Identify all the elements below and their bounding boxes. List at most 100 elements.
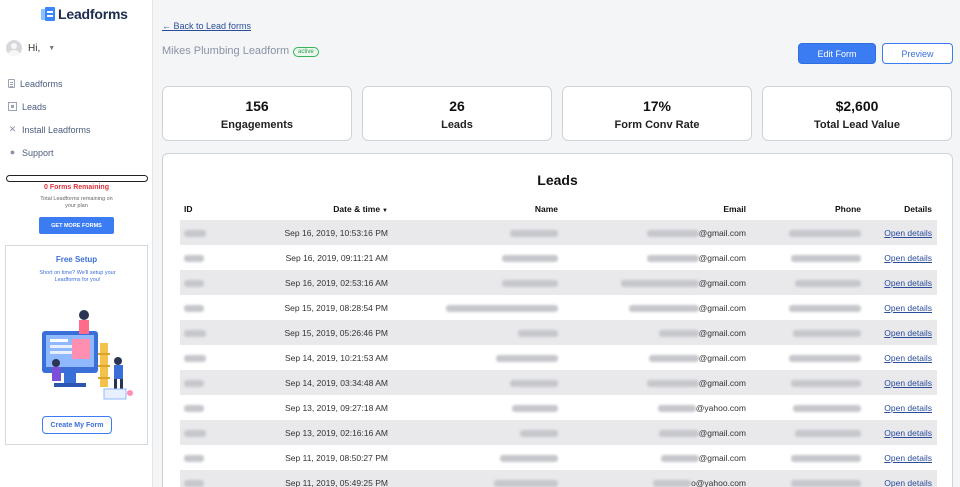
lead-date: Sep 11, 2019, 08:50:27 PM [285, 452, 388, 463]
lead-id [180, 470, 240, 487]
open-details-link[interactable]: Open details [884, 277, 932, 288]
lead-date: Sep 13, 2019, 09:27:18 AM [284, 402, 388, 413]
sidebar-item-label: Support [22, 147, 54, 158]
lead-phone [746, 420, 861, 445]
lead-id [180, 295, 240, 320]
stat-label: Engagements [220, 119, 294, 131]
sidebar-item-label: Leadforms [20, 78, 63, 89]
sidebar: Leadforms Hi, ▼ Leadforms Leads ✕ Instal… [0, 0, 153, 487]
column-header-date[interactable]: Date & time ▼ [240, 198, 390, 220]
lead-details: Open details [861, 420, 937, 445]
lead-phone [746, 245, 861, 270]
open-details-link[interactable]: Open details [884, 477, 932, 487]
lead-name [390, 345, 558, 370]
lead-email: @gmail.com [558, 420, 746, 445]
open-details-link[interactable]: Open details [884, 427, 932, 438]
column-header-name: Name [534, 204, 558, 214]
lead-email: @gmail.com [558, 245, 746, 270]
sidebar-item-install[interactable]: ✕ Install Leadforms [8, 118, 91, 141]
setup-illustration-icon [42, 310, 133, 400]
lead-email: @gmail.com [558, 345, 746, 370]
lead-date: Sep 14, 2019, 03:34:48 AM [284, 377, 388, 388]
stat-value: 156 [245, 98, 269, 114]
lead-details: Open details [861, 445, 937, 470]
open-details-link[interactable]: Open details [884, 452, 932, 463]
table-row: Sep 11, 2019, 08:50:27 PM @gmail.com Open … [180, 445, 937, 470]
lead-date: Sep 15, 2019, 05:26:46 PM [284, 327, 389, 338]
lead-name [390, 470, 558, 487]
setup-text-body: Short on time? We'll setup your Leadform… [39, 270, 116, 283]
table-row: Sep 14, 2019, 10:21:53 AM @gmail.com Open … [180, 345, 937, 370]
column-header-email: Email [723, 204, 746, 214]
lead-phone [746, 395, 861, 420]
stat-label: Total Lead Value [814, 119, 900, 131]
open-details-link[interactable]: Open details [884, 327, 932, 338]
sidebar-nav: Leadforms Leads ✕ Install Leadforms ● Su… [8, 72, 91, 164]
open-details-link[interactable]: Open details [884, 227, 932, 238]
table-row: Sep 13, 2019, 02:16:16 AM @gmail.com Open … [180, 420, 937, 445]
setup-text: Short on time? We'll setup your Leadform… [16, 270, 139, 284]
lead-name [390, 395, 558, 420]
stat-value: 17% [642, 98, 672, 114]
table-row: Sep 15, 2019, 05:26:46 PM @gmail.com Open … [180, 320, 937, 345]
stat-value: $2,600 [835, 98, 879, 114]
lead-details: Open details [861, 395, 937, 420]
lead-details: Open details [861, 345, 937, 370]
open-details-link[interactable]: Open details [884, 252, 932, 263]
lead-name [390, 295, 558, 320]
leadforms-logo-icon [41, 7, 55, 21]
lead-details: Open details [861, 295, 937, 320]
stat-label: Form Conv Rate [614, 119, 700, 131]
lead-details: Open details [861, 270, 937, 295]
stat-card-lead-value: $2,600 Total Lead Value [762, 86, 952, 141]
open-details-link[interactable]: Open details [884, 377, 932, 388]
lead-email: @gmail.com [558, 370, 746, 395]
stat-card-leads: 26 Leads [362, 86, 552, 141]
lead-id [180, 445, 240, 470]
column-header-phone: Phone [835, 204, 861, 214]
lead-email: @gmail.com [558, 445, 746, 470]
stat-card-conv-rate: 17% Form Conv Rate [562, 86, 752, 141]
user-menu[interactable]: Hi, ▼ [6, 40, 55, 56]
edit-form-button[interactable]: Edit Form [798, 43, 876, 64]
lead-id [180, 370, 240, 395]
table-row: Sep 16, 2019, 10:53:16 PM @gmail.com Open … [180, 220, 937, 245]
lead-date: Sep 16, 2019, 10:53:16 PM [284, 227, 389, 238]
sidebar-item-leadforms[interactable]: Leadforms [8, 72, 91, 95]
sidebar-item-leads[interactable]: Leads [8, 95, 91, 118]
lead-email-domain: o@yahoo.com [691, 477, 746, 487]
forms-remaining: 0 Forms Remaining [44, 184, 109, 191]
lead-email: @gmail.com [558, 270, 746, 295]
lead-id [180, 270, 240, 295]
lead-details: Open details [861, 470, 937, 487]
lead-id [180, 220, 240, 245]
column-header-id: ID [184, 204, 193, 214]
forms-note: Total Leadforms remaining on your plan [0, 196, 153, 210]
lead-name [390, 270, 558, 295]
chevron-down-icon: ▼ [48, 44, 56, 52]
leads-table: ID Date & time ▼ Name Email Phone Details… [180, 198, 937, 487]
open-details-link[interactable]: Open details [884, 352, 932, 363]
lead-phone [746, 370, 861, 395]
page-title: Mikes Plumbing Leadform [162, 45, 290, 57]
lead-date: Sep 16, 2019, 09:11:21 AM [285, 252, 388, 263]
lead-email-domain: @gmail.com [698, 377, 746, 388]
lead-email-domain: @gmail.com [698, 352, 746, 363]
lead-id [180, 395, 240, 420]
table-row: Sep 11, 2019, 05:49:25 PM o@yahoo.com Open… [180, 470, 937, 487]
chat-icon: ● [9, 147, 16, 157]
preview-button[interactable]: Preview [882, 43, 953, 64]
lead-email-domain: @yahoo.com [695, 402, 746, 413]
sidebar-item-support[interactable]: ● Support [8, 141, 91, 164]
open-details-link[interactable]: Open details [884, 402, 932, 413]
get-more-forms-button[interactable]: GET MORE FORMS [39, 217, 114, 234]
create-my-form-button[interactable]: Create My Form [42, 416, 112, 434]
document-icon [8, 79, 15, 88]
open-details-link[interactable]: Open details [884, 302, 932, 313]
lead-details: Open details [861, 320, 937, 345]
lead-email-domain: @gmail.com [698, 452, 746, 463]
lead-phone [746, 470, 861, 487]
leads-table-body: Sep 16, 2019, 10:53:16 PM @gmail.com Open … [180, 220, 937, 487]
back-to-lead-forms-link[interactable]: ← Back to Lead forms [162, 21, 252, 31]
brand-logo[interactable]: Leadforms [41, 6, 128, 22]
